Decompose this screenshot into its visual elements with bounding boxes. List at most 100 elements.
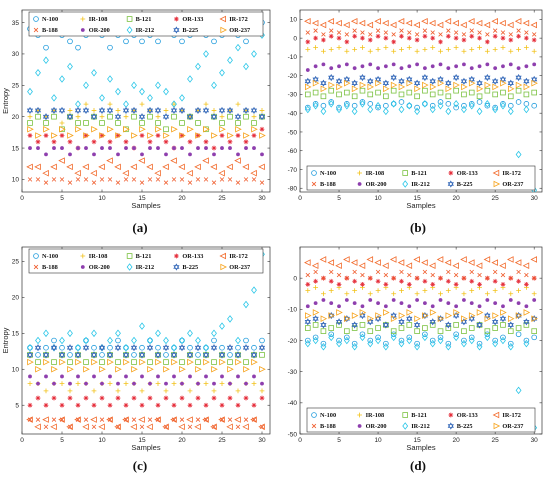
x-tick-label: 20 [178, 437, 186, 444]
data-point [43, 329, 49, 338]
data-point [523, 337, 530, 344]
data-point [500, 322, 506, 328]
data-point [99, 417, 105, 422]
data-point [26, 351, 34, 359]
data-point [100, 146, 104, 150]
data-point [107, 75, 113, 83]
data-point [195, 62, 201, 71]
data-point [83, 133, 89, 138]
legend-entry: OR-237 [502, 423, 523, 430]
legend-entry: IR-172 [229, 253, 248, 260]
series-ir-172 [304, 17, 537, 29]
data-point [35, 395, 41, 401]
data-point [235, 388, 241, 394]
x-tick-label: 15 [413, 195, 421, 202]
legend-marker [493, 180, 501, 188]
data-point [123, 402, 129, 408]
data-point [163, 424, 169, 430]
data-point [461, 315, 468, 322]
data-point [413, 321, 421, 329]
data-point [382, 19, 389, 27]
data-point [415, 62, 419, 67]
data-point [178, 163, 185, 171]
data-point [523, 339, 530, 348]
legend-entry: IR-108 [366, 412, 385, 419]
data-point [178, 106, 186, 114]
data-point [140, 374, 144, 379]
data-point [399, 288, 404, 294]
data-point [445, 342, 452, 351]
data-point [352, 269, 357, 275]
data-point [531, 75, 538, 84]
data-point [139, 101, 145, 107]
data-point [313, 45, 319, 50]
data-point [226, 106, 234, 114]
data-point [187, 388, 193, 394]
data-point [398, 325, 405, 331]
data-point [59, 402, 65, 408]
data-point [476, 340, 483, 347]
data-point [51, 177, 57, 182]
data-point [252, 374, 256, 379]
data-point [367, 48, 373, 54]
data-point [453, 81, 460, 89]
data-point [352, 301, 357, 305]
x-tick-label: 20 [453, 437, 461, 444]
data-point [139, 38, 145, 45]
data-point [445, 79, 452, 87]
data-point [219, 125, 226, 133]
legend-entry: IR-212 [411, 181, 430, 188]
data-point [195, 177, 201, 182]
data-point [139, 344, 145, 351]
y-tick-label: -10 [288, 307, 298, 314]
data-point [484, 87, 491, 94]
data-point [147, 417, 153, 422]
data-point [468, 336, 475, 345]
data-point [467, 17, 475, 25]
data-point [51, 359, 57, 365]
data-point [492, 83, 499, 91]
data-point [107, 101, 113, 107]
data-point [219, 358, 226, 366]
data-point [76, 146, 80, 150]
x-tick-label: 30 [258, 437, 266, 444]
data-point [360, 30, 365, 35]
data-point [453, 309, 460, 316]
legend-marker [174, 253, 179, 259]
data-point [532, 62, 537, 67]
data-point [139, 424, 145, 430]
data-point [359, 333, 366, 342]
data-point [211, 108, 217, 113]
data-point [468, 89, 475, 96]
legend-entry: OR-133 [457, 170, 478, 177]
data-point [259, 132, 266, 139]
data-point [259, 126, 265, 132]
y-axis-label: Entropy [1, 88, 10, 114]
data-point [139, 388, 145, 394]
data-point [500, 282, 506, 287]
x-tick-label: 5 [337, 195, 341, 202]
data-point [352, 288, 358, 294]
data-point [75, 358, 82, 366]
data-point [163, 132, 170, 139]
data-point [67, 395, 73, 401]
data-point [43, 180, 49, 185]
data-point [499, 75, 507, 84]
data-point [83, 359, 89, 365]
data-point [492, 337, 498, 344]
data-point [461, 339, 467, 348]
data-point [531, 328, 537, 334]
data-point [123, 114, 129, 120]
data-point [83, 120, 89, 126]
data-point [147, 132, 154, 139]
data-point [227, 417, 233, 422]
data-point [467, 259, 475, 266]
series-b-121 [305, 322, 537, 334]
data-point [91, 402, 97, 408]
data-point [484, 315, 492, 322]
data-point [35, 336, 41, 345]
data-point [218, 169, 225, 177]
data-point [114, 113, 122, 121]
data-point [123, 139, 129, 145]
data-point [398, 339, 405, 348]
